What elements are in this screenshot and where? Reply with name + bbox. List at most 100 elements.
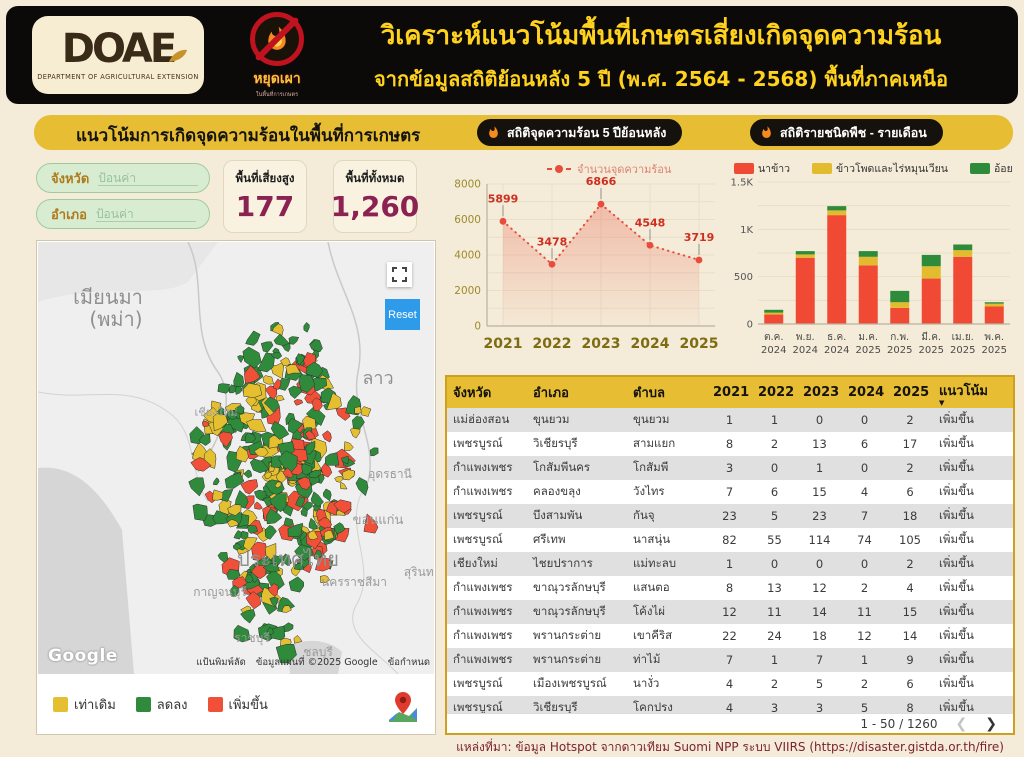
total-area-value: 1,260 xyxy=(330,190,420,223)
table-cell: เชียงใหม่ xyxy=(447,552,527,576)
table-cell: เพชรบูรณ์ xyxy=(447,672,527,696)
table-cell: พรานกระต่าย xyxy=(527,624,627,648)
table-cell: แสนตอ xyxy=(627,576,707,600)
fullscreen-button[interactable] xyxy=(387,262,412,287)
hotspot-stats-button[interactable]: สถิติจุดความร้อน 5 ปีย้อนหลัง xyxy=(477,119,683,146)
no-burning-icon xyxy=(250,11,304,66)
table-cell: ไชยปราการ xyxy=(527,552,627,576)
province-input[interactable] xyxy=(98,170,199,186)
table-cell: เพิ่มขึ้น xyxy=(933,672,1013,696)
table-cell: ท่าไม้ xyxy=(627,648,707,672)
table-cell: กำแพงเพชร xyxy=(447,648,527,672)
table-cell: 7 xyxy=(707,480,752,504)
svg-text:2024: 2024 xyxy=(793,345,818,356)
svg-text:ก.พ.: ก.พ. xyxy=(890,332,909,343)
province-filter[interactable]: จังหวัด xyxy=(36,163,210,193)
table-row: แม่ฮ่องสอน ขุนยวม ขุนยวม 1 1 0 0 2 เพิ่มขึ้น xyxy=(447,408,1013,432)
table-cell: 11 xyxy=(842,600,887,624)
district-input[interactable] xyxy=(95,206,196,222)
table-cell: 5 xyxy=(752,504,797,528)
table-cell: โกสัมพี xyxy=(627,456,707,480)
table-cell: 105 xyxy=(887,528,933,552)
table-cell: 5 xyxy=(797,672,842,696)
table-cell: เพิ่มขึ้น xyxy=(933,600,1013,624)
table-cell: เพชรบูรณ์ xyxy=(447,528,527,552)
keyboard-shortcuts-link[interactable]: แป้นพิมพ์ลัด xyxy=(196,657,246,668)
table-cell: เพิ่มขึ้น xyxy=(933,456,1013,480)
svg-text:เม.ย.: เม.ย. xyxy=(952,332,974,343)
table-cell: 2 xyxy=(887,456,933,480)
fullscreen-icon xyxy=(392,267,407,282)
map[interactable]: เมียนมา (พม่า) ลาว เชียงใหม่ อุดรธานี ขอนแก่น… xyxy=(38,242,434,674)
terms-link[interactable]: ข้อกำหนด xyxy=(387,657,430,668)
table-cell: เมืองเพชรบูรณ์ xyxy=(527,672,627,696)
pagination-prev-icon[interactable]: ❮ xyxy=(955,715,968,732)
svg-text:0: 0 xyxy=(474,321,481,333)
table-cell: 74 xyxy=(842,528,887,552)
table-cell: 1 xyxy=(707,408,752,432)
district-filter[interactable]: อำเภอ xyxy=(36,199,210,229)
table-cell: เพิ่มขึ้น xyxy=(933,624,1013,648)
svg-text:สุรินทร์: สุรินทร์ xyxy=(404,565,434,580)
table-cell: กำแพงเพชร xyxy=(447,600,527,624)
table-cell: ขุนยวม xyxy=(627,408,707,432)
table-cell: คลองขลุง xyxy=(527,480,627,504)
table-cell: 6 xyxy=(842,432,887,456)
crop-stats-button[interactable]: สถิติรายชนิดพืช - รายเดือน xyxy=(750,119,943,146)
table-cell: 0 xyxy=(842,408,887,432)
svg-text:3719: 3719 xyxy=(684,231,715,244)
table-cell: ขาณุวรลักษบุรี xyxy=(527,576,627,600)
svg-text:เชียงใหม่: เชียงใหม่ xyxy=(195,406,238,419)
table-cell: แม่ทะลบ xyxy=(627,552,707,576)
table-cell: เพิ่มขึ้น xyxy=(933,528,1013,552)
table-cell: 14 xyxy=(797,600,842,624)
table-cell: เพิ่มขึ้น xyxy=(933,480,1013,504)
table-cell: 4 xyxy=(887,576,933,600)
hotspot-table: จังหวัด อำเภอ ตำบล 2021 2022 2023 2024 2025 แนวโ… xyxy=(447,377,1013,720)
table-cell: กำแพงเพชร xyxy=(447,624,527,648)
svg-text:2025: 2025 xyxy=(856,345,881,356)
table-row: กำแพงเพชร ขาณุวรลักษบุรี แสนตอ 8 13 12 2 4 เพิ่ม… xyxy=(447,576,1013,600)
pagination-next-icon[interactable]: ❯ xyxy=(985,715,997,732)
table-row: เพชรบูรณ์ ศรีเทพ นาสนุ่น 82 55 114 74 105 เพิ่มข… xyxy=(447,528,1013,552)
column-header: อำเภอ xyxy=(527,377,627,408)
table-cell: 12 xyxy=(797,576,842,600)
svg-text:6866: 6866 xyxy=(586,175,617,188)
google-logo[interactable]: Google xyxy=(48,646,118,666)
column-header-trend-sortable[interactable]: แนวโน้ม ▼ xyxy=(933,377,1013,408)
table-cell: โกสัมพีนคร xyxy=(527,456,627,480)
high-risk-stat-card: พื้นที่เสี่ยงสูง 177 xyxy=(223,160,307,233)
table-cell: 82 xyxy=(707,528,752,552)
table-cell: 4 xyxy=(707,672,752,696)
svg-text:ธ.ค.: ธ.ค. xyxy=(827,332,846,343)
table-cell: 15 xyxy=(797,480,842,504)
table-cell: นาสนุ่น xyxy=(627,528,707,552)
app-header: DOAE DEPARTMENT OF AGRICULTURAL EXTENSIO… xyxy=(6,6,1018,104)
table-cell: 6 xyxy=(887,672,933,696)
svg-text:พ.ย.: พ.ย. xyxy=(796,332,815,343)
svg-text:2021: 2021 xyxy=(484,336,523,352)
svg-text:1K: 1K xyxy=(740,225,753,236)
table-cell: เพิ่มขึ้น xyxy=(933,552,1013,576)
table-cell: ศรีเทพ xyxy=(527,528,627,552)
table-cell: ขาณุวรลักษบุรี xyxy=(527,600,627,624)
legend-label: เพิ่มขึ้น xyxy=(228,697,268,713)
map-panel: เมียนมา (พม่า) ลาว เชียงใหม่ อุดรธานี ขอนแก่น… xyxy=(36,240,436,735)
table-cell: 2 xyxy=(752,672,797,696)
table-cell: เพชรบูรณ์ xyxy=(447,432,527,456)
table-cell: 8 xyxy=(707,576,752,600)
table-cell: 15 xyxy=(887,600,933,624)
table-cell: กำแพงเพชร xyxy=(447,456,527,480)
column-header: ตำบล xyxy=(627,377,707,408)
table-row: กำแพงเพชร ขาณุวรลักษบุรี โค้งไผ่ 12 11 14 11 15… xyxy=(447,600,1013,624)
table-cell: แม่ฮ่องสอน xyxy=(447,408,527,432)
map-reset-button[interactable]: Reset xyxy=(385,299,420,330)
legend-swatch xyxy=(207,696,223,712)
table-cell: เพิ่มขึ้น xyxy=(933,504,1013,528)
svg-text:ข้าวโพดและไร่หมุนเวียน: ข้าวโพดและไร่หมุนเวียน xyxy=(836,162,948,175)
table-cell: 23 xyxy=(797,504,842,528)
table-cell: วิเชียรบุรี xyxy=(527,432,627,456)
table-cell: 7 xyxy=(797,648,842,672)
table-row: กำแพงเพชร พรานกระต่าย ท่าไม้ 7 1 7 1 9 เพิ่มขึ้น xyxy=(447,648,1013,672)
svg-text:ประเทศไทย: ประเทศไทย xyxy=(237,547,339,571)
